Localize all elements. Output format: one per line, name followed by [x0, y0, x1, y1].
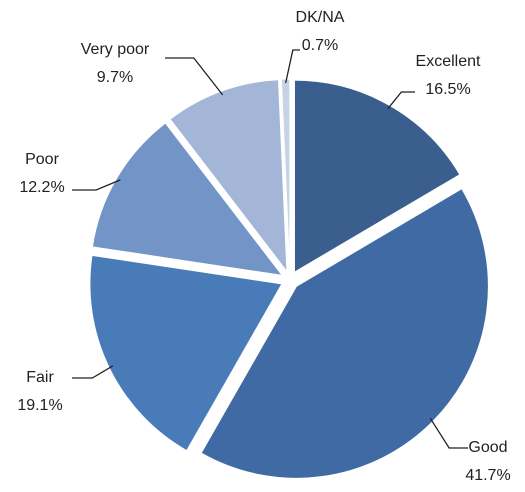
- slice-label: Excellent: [416, 53, 481, 70]
- leader-line: [387, 91, 415, 110]
- slice-label: Very poor: [81, 41, 150, 58]
- slice-value-label: 9.7%: [97, 69, 133, 86]
- leader-line: [72, 179, 121, 191]
- slice-label: Good: [468, 439, 507, 456]
- pie-slice: [169, 79, 288, 274]
- leader-line: [285, 49, 300, 84]
- slice-value-label: 41.7%: [465, 467, 510, 484]
- slice-label: DK/NA: [296, 9, 345, 26]
- slice-label: Poor: [25, 151, 59, 168]
- leader-line: [429, 417, 468, 449]
- slice-value-label: 16.5%: [425, 81, 470, 98]
- pie-slice: [91, 122, 284, 277]
- slice-value-label: 12.2%: [19, 179, 64, 196]
- leader-line: [72, 365, 114, 379]
- slice-label: Fair: [26, 369, 54, 386]
- pie-slice: [280, 78, 291, 272]
- slice-value-label: 19.1%: [17, 397, 62, 414]
- pie-slice: [200, 188, 489, 479]
- slice-value-label: 0.7%: [302, 37, 338, 54]
- leader-line: [165, 57, 224, 96]
